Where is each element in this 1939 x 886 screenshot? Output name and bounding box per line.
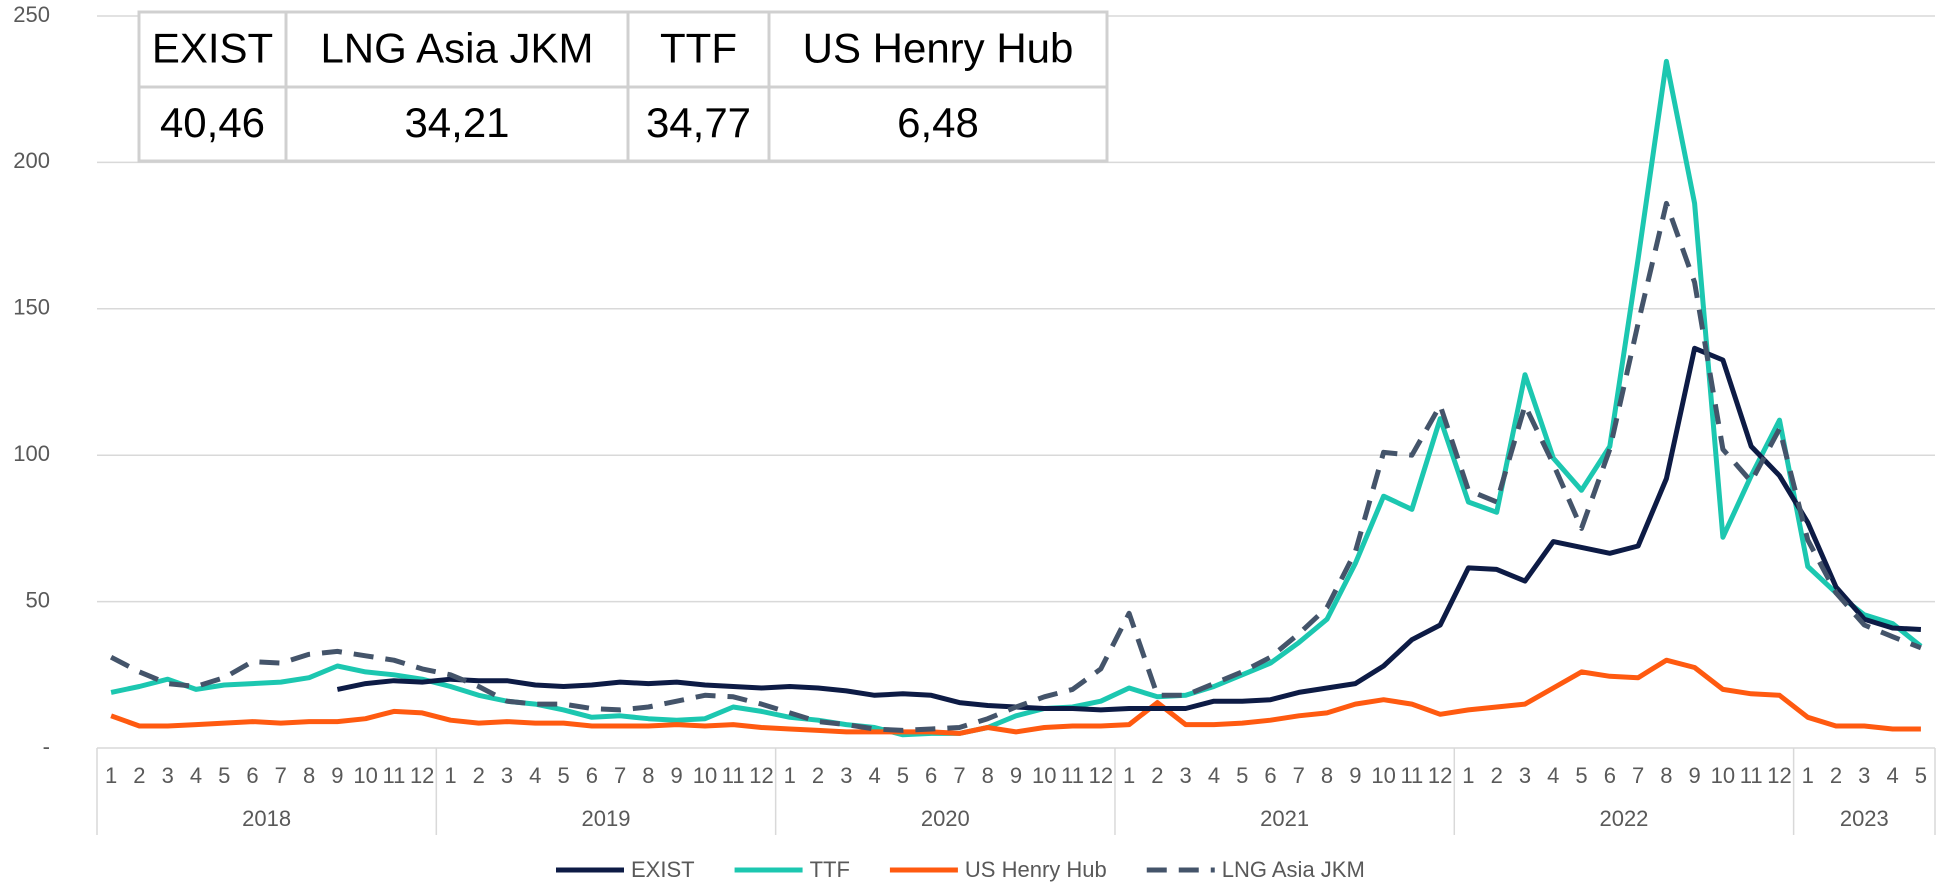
x-tick-label: 4 — [1886, 763, 1898, 788]
x-tick-label: 5 — [897, 763, 909, 788]
x-tick-label: 11 — [722, 763, 745, 788]
x-tick-label: 1 — [105, 763, 117, 788]
series-line — [110, 58, 1923, 738]
x-tick-label: 7 — [1632, 763, 1644, 788]
legend-label: TTF — [810, 857, 850, 882]
table-header: TTF — [660, 25, 737, 72]
legend-label: LNG Asia JKM — [1222, 857, 1365, 882]
y-tick-label: 50 — [26, 587, 50, 612]
x-tick-label: 6 — [1264, 763, 1276, 788]
x-tick-label: 8 — [1321, 763, 1333, 788]
x-tick-label: 8 — [982, 763, 994, 788]
x-tick-label: 11 — [382, 763, 405, 788]
year-label: 2020 — [921, 806, 970, 831]
x-tick-label: 9 — [671, 763, 683, 788]
x-tick-label: 10 — [1711, 763, 1735, 788]
x-tick-label: 3 — [840, 763, 852, 788]
year-label: 2022 — [1599, 806, 1648, 831]
x-tick-label: 12 — [1767, 763, 1791, 788]
x-tick-label: 5 — [218, 763, 230, 788]
x-tick-label: 3 — [1858, 763, 1870, 788]
x-tick-label: 2 — [1151, 763, 1163, 788]
x-tick-label: 3 — [1519, 763, 1531, 788]
y-tick-label: 100 — [13, 441, 50, 466]
y-tick-label: - — [43, 734, 50, 759]
x-tick-label: 1 — [784, 763, 796, 788]
x-tick-label: 10 — [353, 763, 377, 788]
x-tick-label: 10 — [693, 763, 717, 788]
table-header: US Henry Hub — [803, 25, 1074, 72]
x-tick-label: 2 — [812, 763, 824, 788]
year-label: 2018 — [242, 806, 291, 831]
x-tick-label: 5 — [1575, 763, 1587, 788]
x-tick-label: 6 — [586, 763, 598, 788]
x-tick-label: 9 — [1010, 763, 1022, 788]
year-label: 2021 — [1260, 806, 1309, 831]
x-tick-label: 2 — [1830, 763, 1842, 788]
x-tick-label: 4 — [1208, 763, 1220, 788]
x-tick-label: 4 — [529, 763, 541, 788]
x-tick-label: 8 — [1660, 763, 1672, 788]
x-tick-label: 9 — [1349, 763, 1361, 788]
series-line — [109, 200, 1922, 733]
x-tick-label: 5 — [1915, 763, 1927, 788]
table-value: 40,46 — [160, 99, 265, 146]
series-line — [110, 657, 1921, 736]
table-header: LNG Asia JKM — [320, 25, 593, 72]
x-tick-label: 12 — [1428, 763, 1452, 788]
x-tick-label: 12 — [1089, 763, 1113, 788]
legend-label: US Henry Hub — [965, 857, 1107, 882]
x-tick-label: 1 — [1123, 763, 1135, 788]
x-tick-label: 5 — [1236, 763, 1248, 788]
x-tick-label: 11 — [1740, 763, 1763, 788]
year-label: 2023 — [1840, 806, 1889, 831]
y-tick-label: 250 — [13, 2, 50, 27]
x-tick-label: 2 — [1491, 763, 1503, 788]
x-tick-label: 7 — [953, 763, 965, 788]
table-value: 34,77 — [646, 99, 751, 146]
x-tick-label: 8 — [642, 763, 654, 788]
x-tick-label: 7 — [614, 763, 626, 788]
x-tick-label: 1 — [1462, 763, 1474, 788]
x-tick-label: 3 — [501, 763, 513, 788]
x-tick-label: 6 — [246, 763, 258, 788]
x-tick-label: 1 — [444, 763, 456, 788]
x-tick-label: 9 — [331, 763, 343, 788]
x-tick-label: 5 — [557, 763, 569, 788]
table-value: 34,21 — [404, 99, 509, 146]
x-tick-label: 3 — [162, 763, 174, 788]
x-tick-label: 1 — [1802, 763, 1814, 788]
year-label: 2019 — [582, 806, 631, 831]
x-tick-label: 12 — [749, 763, 773, 788]
x-tick-label: 6 — [925, 763, 937, 788]
table-header: EXIST — [152, 25, 273, 72]
x-tick-label: 10 — [1371, 763, 1395, 788]
x-tick-label: 11 — [1400, 763, 1423, 788]
y-tick-label: 200 — [13, 148, 50, 173]
x-tick-label: 12 — [410, 763, 434, 788]
x-tick-label: 10 — [1032, 763, 1056, 788]
x-tick-label: 9 — [1689, 763, 1701, 788]
x-tick-label: 6 — [1604, 763, 1616, 788]
x-tick-label: 2 — [133, 763, 145, 788]
x-tick-label: 4 — [190, 763, 202, 788]
x-tick-label: 3 — [1180, 763, 1192, 788]
table-value: 6,48 — [897, 99, 979, 146]
y-tick-label: 150 — [13, 295, 50, 320]
x-tick-label: 11 — [1061, 763, 1084, 788]
series-line — [336, 345, 1922, 713]
x-tick-label: 7 — [275, 763, 287, 788]
x-tick-label: 2 — [473, 763, 485, 788]
x-tick-label: 4 — [868, 763, 880, 788]
x-tick-label: 8 — [303, 763, 315, 788]
x-tick-label: 7 — [1293, 763, 1305, 788]
x-tick-label: 4 — [1547, 763, 1559, 788]
legend-label: EXIST — [631, 857, 695, 882]
